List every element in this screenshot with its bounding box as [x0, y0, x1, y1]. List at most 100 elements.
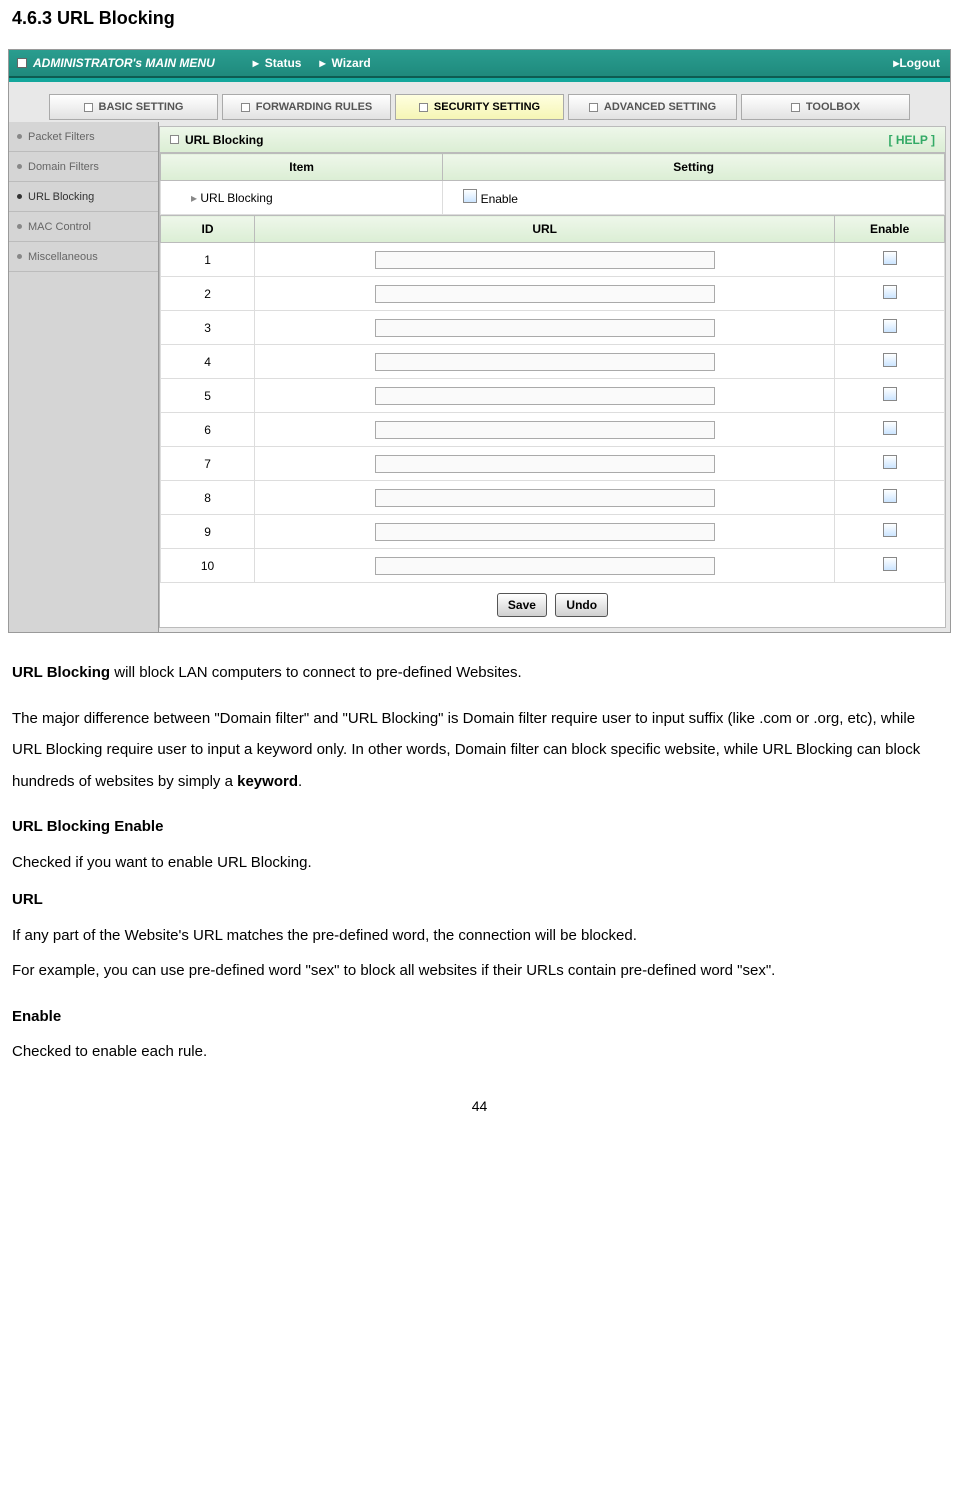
- url-input[interactable]: [375, 489, 715, 507]
- table-row: 7: [161, 447, 945, 481]
- page-icon: [241, 103, 250, 112]
- id-cell: 4: [161, 345, 255, 379]
- enable-desc2: Checked to enable each rule.: [12, 1036, 947, 1068]
- page-icon: [791, 103, 800, 112]
- id-cell: 7: [161, 447, 255, 481]
- bullet-icon: [17, 254, 22, 259]
- url-input[interactable]: [375, 387, 715, 405]
- bullet-icon: [17, 134, 22, 139]
- sidebar-label: Miscellaneous: [28, 251, 98, 263]
- tab-label: SECURITY SETTING: [434, 101, 540, 113]
- arrow-icon: ▸: [319, 56, 325, 70]
- row-checkbox[interactable]: [883, 523, 897, 537]
- save-button[interactable]: Save: [497, 593, 547, 617]
- sidebar-label: URL Blocking: [28, 191, 94, 203]
- table-row: 4: [161, 345, 945, 379]
- button-row: Save Undo: [160, 583, 945, 627]
- admin-title: ADMINISTRATOR's MAIN MENU: [33, 56, 235, 70]
- id-header: ID: [161, 216, 255, 243]
- bullet-icon: [17, 164, 22, 169]
- tab-advanced[interactable]: ADVANCED SETTING: [568, 94, 737, 120]
- enable-header: Enable: [835, 216, 945, 243]
- heading-enable2: Enable: [12, 1001, 947, 1033]
- panel-header: URL Blocking [ HELP ]: [160, 127, 945, 153]
- enable-desc: Checked if you want to enable URL Blocki…: [12, 847, 947, 879]
- tab-label: ADVANCED SETTING: [604, 101, 716, 113]
- status-link[interactable]: Status: [265, 56, 302, 70]
- tab-toolbox[interactable]: TOOLBOX: [741, 94, 910, 120]
- arrow-icon: ▸: [253, 56, 259, 70]
- sidebar-label: Packet Filters: [28, 131, 95, 143]
- row-checkbox[interactable]: [883, 489, 897, 503]
- logout-link[interactable]: Logout: [899, 56, 940, 70]
- enable-text: Enable: [481, 192, 518, 206]
- id-cell: 1: [161, 243, 255, 277]
- item-setting-table: Item Setting ▸ URL Blocking Enable: [160, 153, 945, 215]
- sidebar-label: MAC Control: [28, 221, 91, 233]
- url-table: ID URL Enable 1 2 3 4 5 6 7 8 9 10: [160, 215, 945, 583]
- wizard-link[interactable]: Wizard: [332, 56, 371, 70]
- id-cell: 2: [161, 277, 255, 311]
- url-input[interactable]: [375, 421, 715, 439]
- tab-basic[interactable]: BASIC SETTING: [49, 94, 218, 120]
- row-checkbox[interactable]: [883, 319, 897, 333]
- tab-label: BASIC SETTING: [99, 101, 184, 113]
- row-checkbox[interactable]: [883, 455, 897, 469]
- sidebar-label: Domain Filters: [28, 161, 99, 173]
- table-row: 3: [161, 311, 945, 345]
- tab-label: FORWARDING RULES: [256, 101, 373, 113]
- row-checkbox[interactable]: [883, 251, 897, 265]
- url-input[interactable]: [375, 557, 715, 575]
- sidebar-item-url-blocking[interactable]: URL Blocking: [9, 182, 158, 212]
- content-panel: URL Blocking [ HELP ] Item Setting ▸ URL…: [159, 126, 946, 628]
- bullet-icon: [17, 224, 22, 229]
- table-row: 9: [161, 515, 945, 549]
- url-input[interactable]: [375, 251, 715, 269]
- help-link[interactable]: [ HELP ]: [889, 133, 935, 147]
- url-input[interactable]: [375, 319, 715, 337]
- intro-para: URL Blocking will block LAN computers to…: [12, 657, 947, 689]
- sidebar-item-domain-filters[interactable]: Domain Filters: [9, 152, 158, 182]
- sidebar-item-miscellaneous[interactable]: Miscellaneous: [9, 242, 158, 272]
- heading-enable: URL Blocking Enable: [12, 811, 947, 843]
- table-row: 10: [161, 549, 945, 583]
- router-screenshot: ADMINISTRATOR's MAIN MENU ▸ Status ▸ Wiz…: [8, 49, 951, 633]
- url-desc1: If any part of the Website's URL matches…: [12, 920, 947, 952]
- panel-title: URL Blocking: [185, 133, 889, 147]
- row-checkbox[interactable]: [883, 285, 897, 299]
- row-checkbox[interactable]: [883, 387, 897, 401]
- sidebar: Packet Filters Domain Filters URL Blocki…: [9, 122, 159, 632]
- tab-forwarding[interactable]: FORWARDING RULES: [222, 94, 391, 120]
- tab-security[interactable]: SECURITY SETTING: [395, 94, 564, 120]
- table-row: 8: [161, 481, 945, 515]
- id-cell: 5: [161, 379, 255, 413]
- id-cell: 6: [161, 413, 255, 447]
- table-row: 5: [161, 379, 945, 413]
- diff-para: The major difference between "Domain fil…: [12, 703, 947, 798]
- enable-checkbox[interactable]: [463, 189, 477, 203]
- url-desc2: For example, you can use pre-defined wor…: [12, 955, 947, 987]
- url-input[interactable]: [375, 285, 715, 303]
- page-icon: [84, 103, 93, 112]
- row-label: URL Blocking: [200, 191, 272, 205]
- url-input[interactable]: [375, 353, 715, 371]
- page-icon: [419, 103, 428, 112]
- url-header: URL: [255, 216, 835, 243]
- row-checkbox[interactable]: [883, 421, 897, 435]
- menu-icon: [17, 58, 27, 68]
- url-input[interactable]: [375, 455, 715, 473]
- sidebar-item-packet-filters[interactable]: Packet Filters: [9, 122, 158, 152]
- item-header: Item: [161, 154, 443, 181]
- url-input[interactable]: [375, 523, 715, 541]
- primary-tabs: BASIC SETTING FORWARDING RULES SECURITY …: [9, 92, 950, 122]
- sidebar-item-mac-control[interactable]: MAC Control: [9, 212, 158, 242]
- row-checkbox[interactable]: [883, 353, 897, 367]
- setting-header: Setting: [443, 154, 945, 181]
- section-title: 4.6.3 URL Blocking: [12, 8, 951, 29]
- tab-label: TOOLBOX: [806, 101, 860, 113]
- undo-button[interactable]: Undo: [555, 593, 608, 617]
- table-row: 1: [161, 243, 945, 277]
- heading-url: URL: [12, 884, 947, 916]
- row-checkbox[interactable]: [883, 557, 897, 571]
- page-number: 44: [8, 1098, 951, 1114]
